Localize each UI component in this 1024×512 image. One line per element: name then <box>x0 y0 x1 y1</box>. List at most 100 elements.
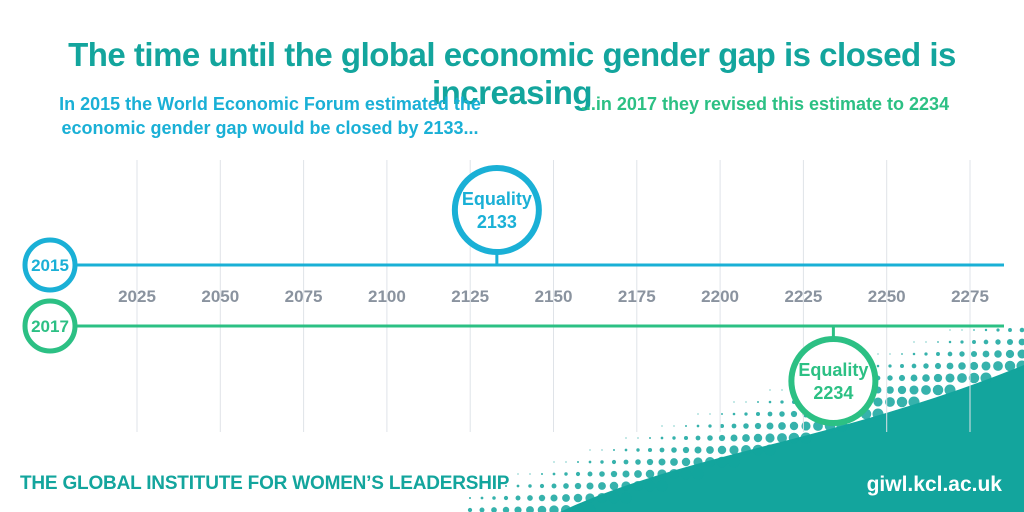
halftone-dot <box>493 485 495 487</box>
halftone-dot <box>768 400 772 404</box>
halftone-dot <box>683 435 689 441</box>
equality-label-2015: Equality <box>462 189 532 209</box>
halftone-dot <box>697 413 699 415</box>
halftone-dot <box>766 422 774 430</box>
halftone-dot <box>621 481 631 491</box>
halftone-dot <box>608 492 620 504</box>
halftone-dot <box>908 396 920 408</box>
halftone-dot <box>636 448 640 452</box>
halftone-dot <box>468 496 472 500</box>
halftone-dot <box>970 350 978 358</box>
halftone-dot <box>481 485 483 487</box>
halftone-dot <box>996 328 1000 332</box>
halftone-dot <box>945 373 955 383</box>
halftone-dot <box>934 362 942 370</box>
axis-tick-label-2250: 2250 <box>868 287 906 306</box>
halftone-dot <box>623 459 629 465</box>
halftone-dot <box>933 373 943 383</box>
halftone-dot <box>708 424 712 428</box>
halftone-dot <box>877 353 879 355</box>
halftone-dot <box>539 483 545 489</box>
halftone-dot <box>645 469 655 479</box>
page-title: The time until the global economic gende… <box>68 36 956 111</box>
halftone-dot <box>718 434 726 442</box>
halftone-dot <box>779 411 785 417</box>
halftone-dot <box>609 481 619 491</box>
halftone-dot <box>980 372 992 384</box>
halftone-dot <box>599 471 605 477</box>
halftone-dot <box>644 480 656 492</box>
halftone-dot <box>872 408 884 420</box>
halftone-dot <box>947 351 953 357</box>
halftone-dot <box>1016 360 1024 372</box>
halftone-dot <box>767 411 773 417</box>
halftone-dot <box>778 422 786 430</box>
halftone-dot <box>898 374 906 382</box>
halftone-dot <box>910 374 918 382</box>
halftone-dot <box>1019 327 1024 333</box>
axis-tick-label-2275: 2275 <box>951 287 989 306</box>
halftone-dot <box>656 480 668 492</box>
halftone-dot <box>1017 349 1024 359</box>
halftone-dot <box>550 494 558 502</box>
halftone-dot <box>492 496 496 500</box>
halftone-dot <box>958 362 966 370</box>
year-badge-2017 <box>22 298 78 354</box>
halftone-dot <box>601 449 603 451</box>
axis-tick-label-2175: 2175 <box>618 287 656 306</box>
halftone-dot <box>527 495 533 501</box>
halftone-dot <box>925 341 927 343</box>
halftone-dot <box>613 449 615 451</box>
halftone-dot <box>873 397 883 407</box>
halftone-dot <box>565 461 567 463</box>
halftone-dot <box>624 448 628 452</box>
halftone-dot <box>972 340 976 344</box>
halftone-dot <box>693 457 703 467</box>
halftone-dot <box>573 493 583 503</box>
halftone-dot <box>936 352 940 356</box>
halftone-dot <box>661 425 663 427</box>
halftone-dot <box>563 483 569 489</box>
year-badge-label-2015: 2015 <box>31 256 69 275</box>
website-link[interactable]: giwl.kcl.ac.uk <box>866 473 1002 496</box>
halftone-dot <box>755 411 761 417</box>
halftone-dot <box>635 459 641 465</box>
subtitle-2015-estimate: In 2015 the World Economic Forum estimat… <box>59 94 481 138</box>
axis-tick-label-2225: 2225 <box>784 287 822 306</box>
halftone-dot <box>659 447 665 453</box>
halftone-dot <box>745 401 747 403</box>
halftone-dot <box>769 389 771 391</box>
halftone-dot <box>706 446 714 454</box>
halftone-dot <box>981 361 991 371</box>
halftone-dot <box>551 483 557 489</box>
halftone-dot <box>491 507 497 512</box>
halftone-dot <box>741 445 751 455</box>
halftone-dot <box>672 436 676 440</box>
halftone-dot <box>709 413 711 415</box>
halftone-dot <box>995 339 1001 345</box>
halftone-dot <box>923 363 929 369</box>
halftone-dot <box>752 444 764 456</box>
halftone-dot <box>957 373 967 383</box>
equality-marker-2015 <box>451 165 542 255</box>
halftone-dot <box>949 329 951 331</box>
halftone-dot <box>757 401 759 403</box>
halftone-dot <box>552 472 556 476</box>
halftone-dot <box>685 425 687 427</box>
axis-tick-label-2200: 2200 <box>701 287 739 306</box>
halftone-dot <box>968 372 980 384</box>
halftone-dot <box>633 481 643 491</box>
halftone-dot <box>526 506 534 512</box>
halftone-dot <box>588 460 592 464</box>
halftone-dot <box>729 445 739 455</box>
halftone-dot <box>692 468 704 480</box>
halftone-dot <box>575 471 581 477</box>
halftone-dot <box>994 350 1002 358</box>
axis-tick-label-2050: 2050 <box>201 287 239 306</box>
halftone-dot <box>467 507 473 512</box>
halftone-dot <box>897 385 907 395</box>
halftone-dot <box>589 449 591 451</box>
halftone-dot <box>707 435 713 441</box>
halftone-dot <box>973 329 975 331</box>
